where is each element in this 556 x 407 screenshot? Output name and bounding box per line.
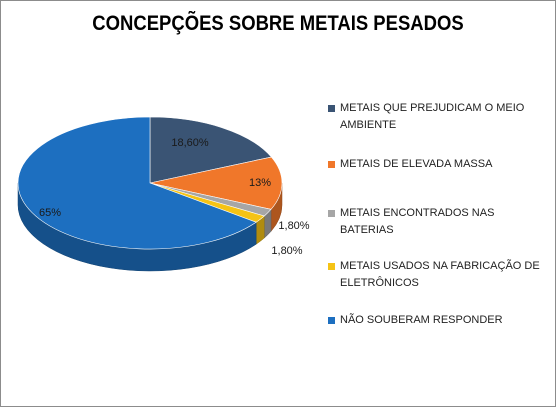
pie-slice-4: [17, 116, 257, 250]
legend-label: METAIS ENCONTRADOS NAS BATERIAS: [340, 207, 495, 236]
pie-slice-0: [149, 116, 272, 184]
data-label-0: 18,60%: [171, 137, 209, 149]
legend-swatch: [328, 105, 335, 112]
pie-slice-1: [149, 156, 283, 210]
legend-label: METAIS USADOS NA FABRICAÇÃO DE ELETRÔNIC…: [340, 260, 540, 289]
data-label-1: 13%: [249, 177, 271, 189]
legend-swatch: [328, 161, 335, 168]
chart-title: CONCEPÇÕES SOBRE METAIS PESADOS: [92, 12, 464, 35]
data-label-2: 1,80%: [278, 220, 309, 232]
legend-swatch: [328, 263, 335, 270]
data-labels: 18,60% 13% 1,80% 1,80% 65%: [39, 137, 310, 257]
data-label-3: 1,80%: [271, 245, 302, 257]
legend-label: METAIS QUE PREJUDICAM O MEIO AMBIENTE: [340, 102, 525, 131]
legend-swatch: [328, 210, 335, 217]
legend-label: NÃO SOUBERAM RESPONDER: [340, 314, 503, 326]
pie-top: [17, 116, 283, 250]
legend-swatch: [328, 317, 335, 324]
legend-label: METAIS DE ELEVADA MASSA: [340, 158, 493, 170]
data-label-4: 65%: [39, 207, 61, 219]
